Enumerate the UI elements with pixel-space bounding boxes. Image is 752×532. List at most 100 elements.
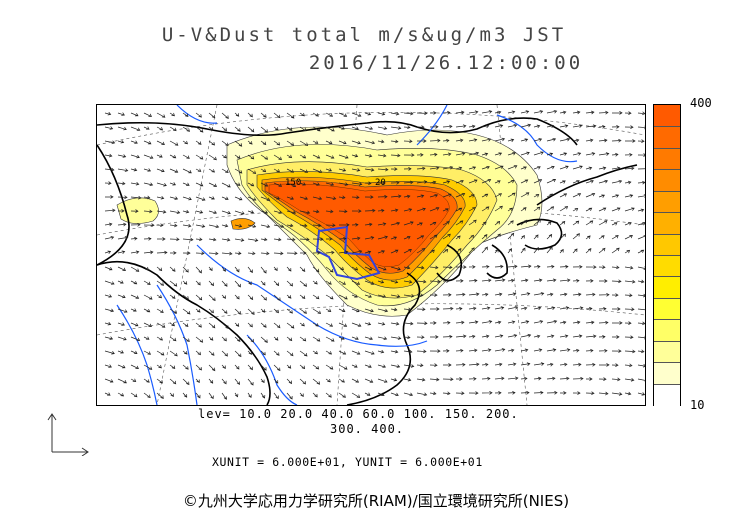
wind-arrow: [364, 208, 376, 213]
wind-arrow: [351, 249, 363, 254]
wind-arrow: [624, 307, 635, 312]
wind-arrow: [572, 110, 581, 115]
wind-arrow: [468, 306, 477, 311]
wind-arrow: [247, 154, 255, 160]
wind-arrow: [494, 220, 501, 226]
wind-arrow: [247, 182, 255, 187]
wind-arrow: [546, 109, 558, 114]
wind-arrow: [312, 350, 318, 355]
wind-arrow: [195, 154, 204, 160]
wind-arrow: [247, 266, 253, 274]
wind-arrow: [299, 294, 306, 300]
wind-arrow: [442, 233, 451, 240]
wind-arrow: [338, 308, 346, 313]
wind-arrow: [156, 112, 166, 118]
wind-arrow: [468, 320, 479, 325]
wind-arrow: [234, 322, 240, 327]
wind-arrow: [195, 266, 202, 274]
wind-arrow: [130, 126, 141, 131]
wind-arrow: [286, 392, 293, 400]
wind-arrow: [494, 391, 502, 395]
wind-arrow: [195, 350, 201, 356]
wind-arrow: [156, 336, 163, 341]
wind-arrow: [481, 246, 488, 254]
wind-arrow: [416, 125, 425, 129]
wind-arrow: [247, 224, 257, 228]
wind-arrow: [156, 266, 163, 272]
wind-arrow: [455, 152, 466, 156]
wind-arrow: [312, 392, 318, 398]
wind-arrow: [260, 392, 266, 399]
axis-orientation-icon: [47, 413, 89, 456]
wind-arrow: [533, 320, 544, 324]
wind-arrow: [117, 126, 127, 131]
wind-arrow: [208, 140, 216, 146]
wind-arrow: [299, 364, 306, 370]
wind-arrow: [208, 168, 216, 173]
wind-arrow: [416, 335, 425, 340]
wind-arrow: [598, 207, 607, 212]
wind-arrow: [182, 126, 190, 132]
wind-arrow: [468, 292, 480, 297]
wind-arrow: [598, 292, 610, 297]
wind-arrow: [507, 278, 515, 283]
wind-arrow: [455, 391, 465, 396]
wind-arrow: [182, 182, 190, 186]
wind-arrow: [611, 392, 623, 396]
wind-arrow: [364, 321, 372, 326]
wind-arrow: [416, 377, 426, 382]
wind-arrow: [312, 223, 322, 228]
wind-arrow: [325, 350, 333, 355]
wind-arrow: [533, 362, 545, 366]
wind-arrow: [403, 236, 411, 240]
wind-arrow: [481, 348, 492, 352]
colorbar-segment: [654, 233, 680, 257]
wind-arrow: [364, 250, 372, 255]
wind-arrow: [455, 166, 463, 171]
wind-arrow: [208, 154, 217, 161]
wind-arrow: [468, 334, 476, 339]
wind-arrow: [182, 378, 190, 386]
wind-arrow: [299, 140, 309, 146]
wind-arrow: [403, 248, 412, 254]
wind-arrow: [572, 348, 580, 353]
wind-arrow: [247, 140, 253, 145]
wind-arrow: [611, 321, 623, 325]
wind-arrow: [351, 308, 360, 313]
wind-arrow: [624, 222, 632, 226]
wind-arrow: [611, 307, 621, 311]
colorbar-segment: [654, 297, 680, 321]
wind-arrow: [637, 235, 645, 240]
wind-arrow: [182, 168, 192, 174]
wind-arrow: [260, 266, 267, 274]
wind-arrow: [221, 251, 233, 256]
wind-arrow: [247, 210, 255, 214]
wind-arrow: [546, 348, 557, 352]
wind-arrow: [260, 237, 268, 242]
wind-arrow: [338, 378, 345, 383]
wind-arrow: [572, 193, 582, 198]
wind-arrow: [299, 266, 306, 273]
wind-arrow: [611, 279, 622, 284]
wind-arrow: [117, 139, 125, 144]
wind-arrow: [637, 378, 645, 383]
wind-arrow: [546, 193, 554, 198]
wind-arrow: [299, 336, 307, 342]
wind-arrow: [260, 350, 266, 356]
wind-arrow: [533, 278, 543, 283]
wind-arrow: [585, 265, 597, 269]
wind-arrow: [572, 292, 582, 297]
wind-arrow: [208, 336, 214, 341]
wind-arrow: [247, 308, 255, 316]
wind-arrow: [221, 237, 231, 242]
wind-arrow: [520, 138, 529, 142]
wind-arrow: [507, 248, 512, 254]
wind-arrow: [611, 265, 620, 270]
wind-arrow: [468, 151, 480, 156]
wind-arrow: [455, 265, 467, 269]
wind-arrow: [299, 392, 304, 398]
wind-arrow: [494, 362, 503, 367]
wind-arrow: [377, 126, 388, 130]
wind-arrow: [481, 165, 490, 170]
wind-arrow: [169, 266, 176, 272]
